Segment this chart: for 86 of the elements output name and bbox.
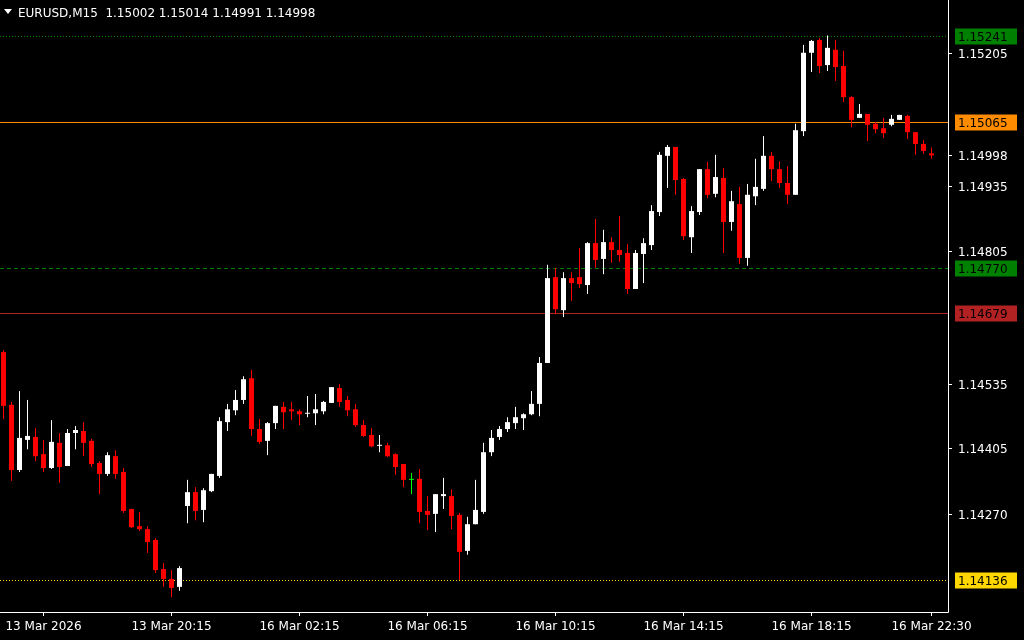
candlestick (289, 401, 294, 421)
candlestick (81, 421, 86, 457)
y-tick-label: 1.14935 (958, 179, 1008, 194)
candlestick (849, 95, 854, 128)
candlestick (913, 131, 918, 156)
ref-line-label: 1.15065 (958, 115, 1008, 130)
candlestick (393, 452, 398, 476)
candlestick (929, 146, 934, 160)
candlestick (105, 451, 110, 477)
candlestick (593, 218, 598, 269)
candlestick (753, 158, 758, 206)
candlestick (353, 403, 358, 428)
candlestick (401, 463, 406, 488)
candlestick (113, 449, 118, 480)
x-tick-label: 16 Mar 02:15 (259, 619, 340, 634)
candlestick (577, 247, 582, 289)
candlestick (89, 438, 94, 468)
candlestick (145, 525, 150, 554)
candlestick (865, 113, 870, 142)
candlestick (529, 390, 534, 416)
candlestick (305, 395, 310, 418)
candlestick (601, 229, 606, 275)
candlestick (833, 39, 838, 82)
candlestick (313, 393, 318, 426)
candlestick (33, 427, 38, 462)
candlestick (713, 154, 718, 198)
y-tick-label: 1.14405 (958, 441, 1008, 456)
candlestick (777, 160, 782, 189)
candlestick (169, 569, 174, 598)
candlestick (449, 488, 454, 530)
candlestick (441, 477, 446, 510)
candlestick (729, 190, 734, 232)
candlestick (257, 418, 262, 445)
candlestick (369, 427, 374, 448)
candlestick (201, 487, 206, 523)
ref-line-label: 1.14136 (958, 573, 1008, 588)
candlestick (25, 399, 30, 450)
candlestick (809, 39, 814, 73)
candlestick (489, 429, 494, 457)
candlestick (769, 151, 774, 182)
candlestick (409, 472, 414, 495)
candlestick (137, 511, 142, 532)
candlestick (225, 403, 230, 432)
x-tick-label: 13 Mar 20:15 (131, 619, 212, 634)
x-tick-label: 13 Mar 2026 (5, 619, 82, 634)
x-tick-label: 16 Mar 06:15 (387, 619, 468, 634)
candlestick (185, 479, 190, 524)
x-tick-label: 16 Mar 18:15 (771, 619, 852, 634)
x-tick-label: 16 Mar 14:15 (643, 619, 724, 634)
x-tick-label: 16 Mar 10:15 (515, 619, 596, 634)
candlestick (825, 35, 830, 72)
candlestick (377, 434, 382, 453)
candlestick (241, 375, 246, 405)
y-tick-label: 1.14805 (958, 244, 1008, 259)
candlestick (513, 406, 518, 430)
ref-line-label: 1.15241 (958, 29, 1008, 44)
candlestick (569, 271, 574, 302)
candlestick (97, 460, 102, 495)
candlestick (425, 495, 430, 531)
candlestick (881, 117, 886, 139)
y-tick-label: 1.14270 (958, 507, 1008, 522)
candlestick (281, 401, 286, 430)
candlestick (265, 421, 270, 456)
candlestick (905, 114, 910, 140)
x-tick-label: 16 Mar 22:30 (891, 619, 972, 634)
ref-line-label: 1.14679 (958, 306, 1008, 321)
candlestick (665, 144, 670, 189)
y-tick-label: 1.14998 (958, 148, 1008, 163)
text: EURUSD,M15 1.15002 1.15014 1.14991 1.14998 (18, 6, 316, 21)
candlestick (337, 383, 342, 408)
y-tick-label: 1.15205 (958, 46, 1008, 61)
candlestick (785, 165, 790, 205)
candlestick (73, 425, 78, 450)
candlestick (193, 486, 198, 521)
candlestick (233, 389, 238, 416)
candlestick (41, 439, 46, 473)
candlestick (345, 395, 350, 417)
candlestick (177, 565, 182, 592)
ref-line-label: 1.14770 (958, 261, 1008, 276)
candlestick (641, 237, 646, 284)
candlestick (617, 215, 622, 263)
candlestick (473, 479, 478, 525)
candlestick (433, 493, 438, 533)
y-tick-label: 1.14535 (958, 377, 1008, 392)
candlestick (161, 562, 166, 588)
candlestick (609, 236, 614, 264)
